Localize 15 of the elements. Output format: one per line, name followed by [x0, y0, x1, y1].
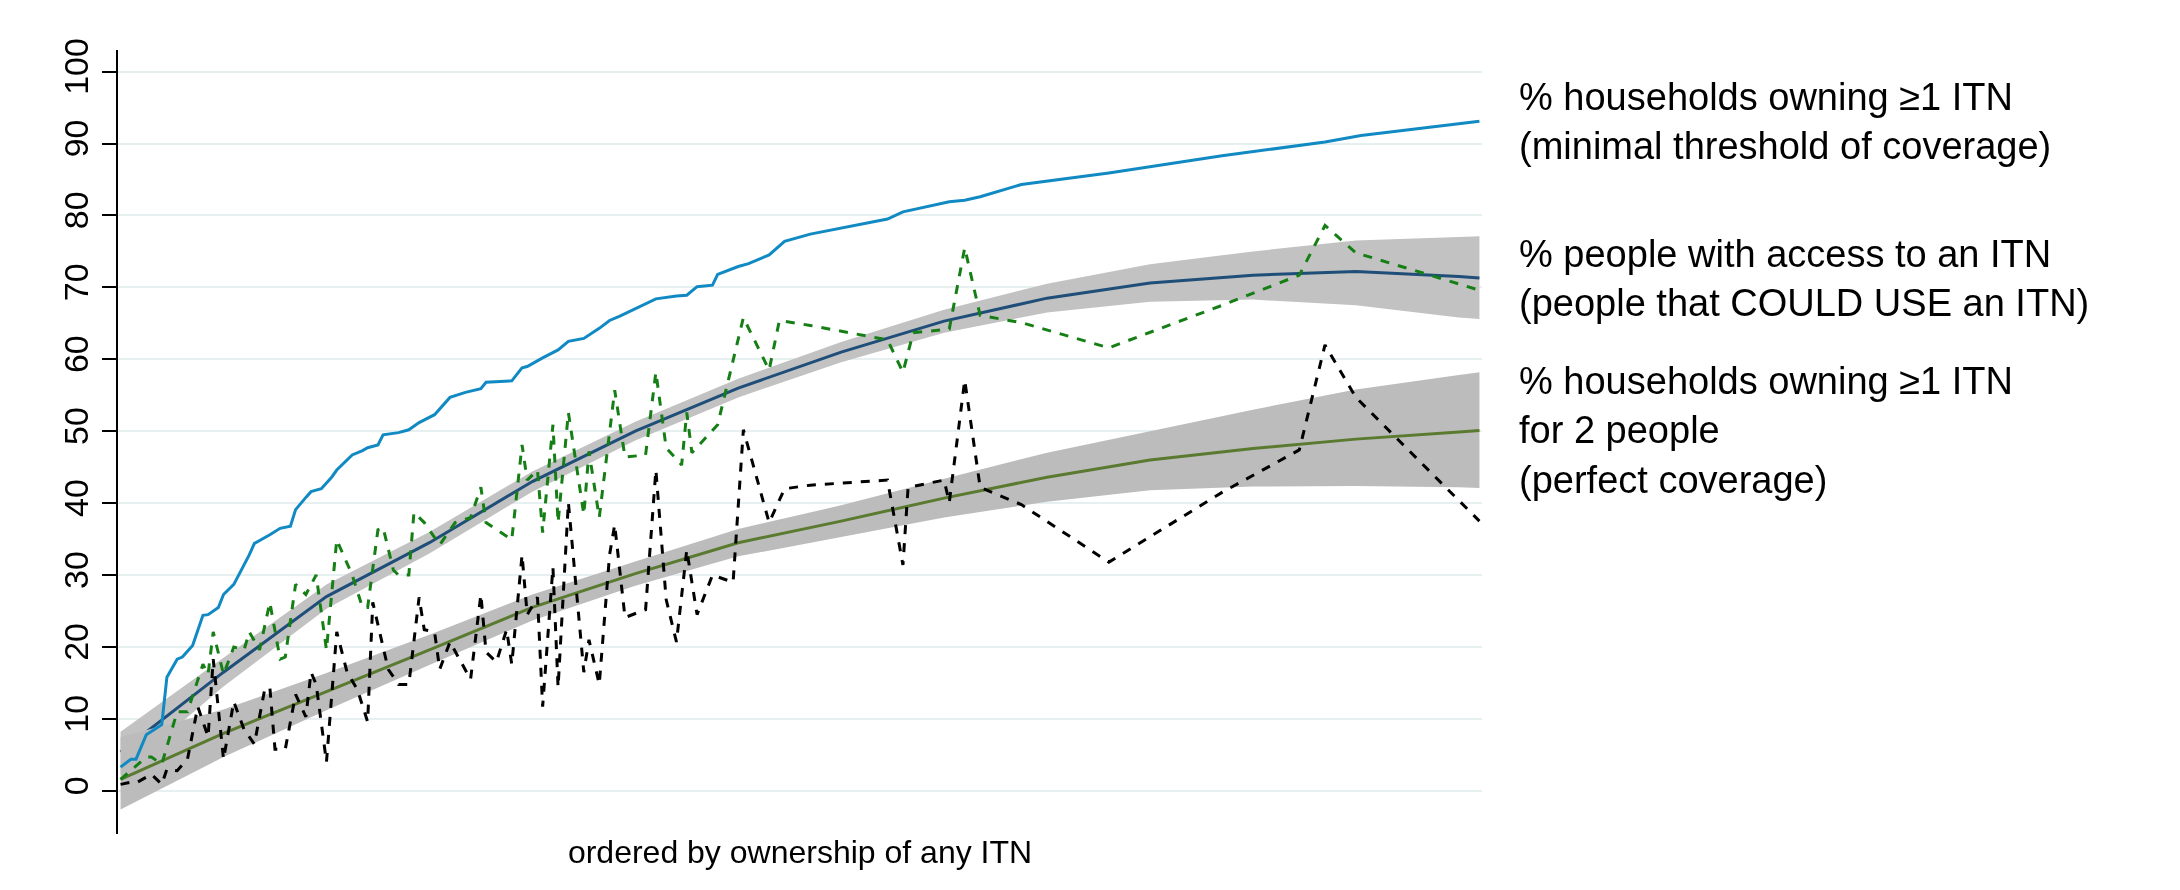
series-label: % people with access to an ITN (people that COULD USE an ITN)	[1519, 233, 2090, 325]
y-tick-label: 70	[57, 263, 96, 302]
x-axis-title: ordered by ownership of any ITN	[567, 833, 1033, 870]
y-tick-label: 60	[57, 335, 96, 374]
y-tick-label: 80	[57, 191, 96, 230]
y-tick-label: 100	[57, 38, 96, 95]
y-tick-label: 90	[57, 119, 96, 158]
y-tick-label: 30	[57, 551, 96, 589]
y-tick-label: 0	[57, 776, 96, 796]
series-label: % households owning ≥1 ITN (minimal threshold of coverage)	[1519, 76, 2052, 168]
y-tick-label: 10	[57, 694, 96, 733]
series-label: % households owning ≥1 ITN for 2 people (perfect coverage)	[1519, 360, 2014, 501]
y-tick-label: 50	[57, 407, 96, 446]
y-tick-label: 40	[57, 479, 96, 517]
y-tick-label: 20	[57, 622, 96, 661]
